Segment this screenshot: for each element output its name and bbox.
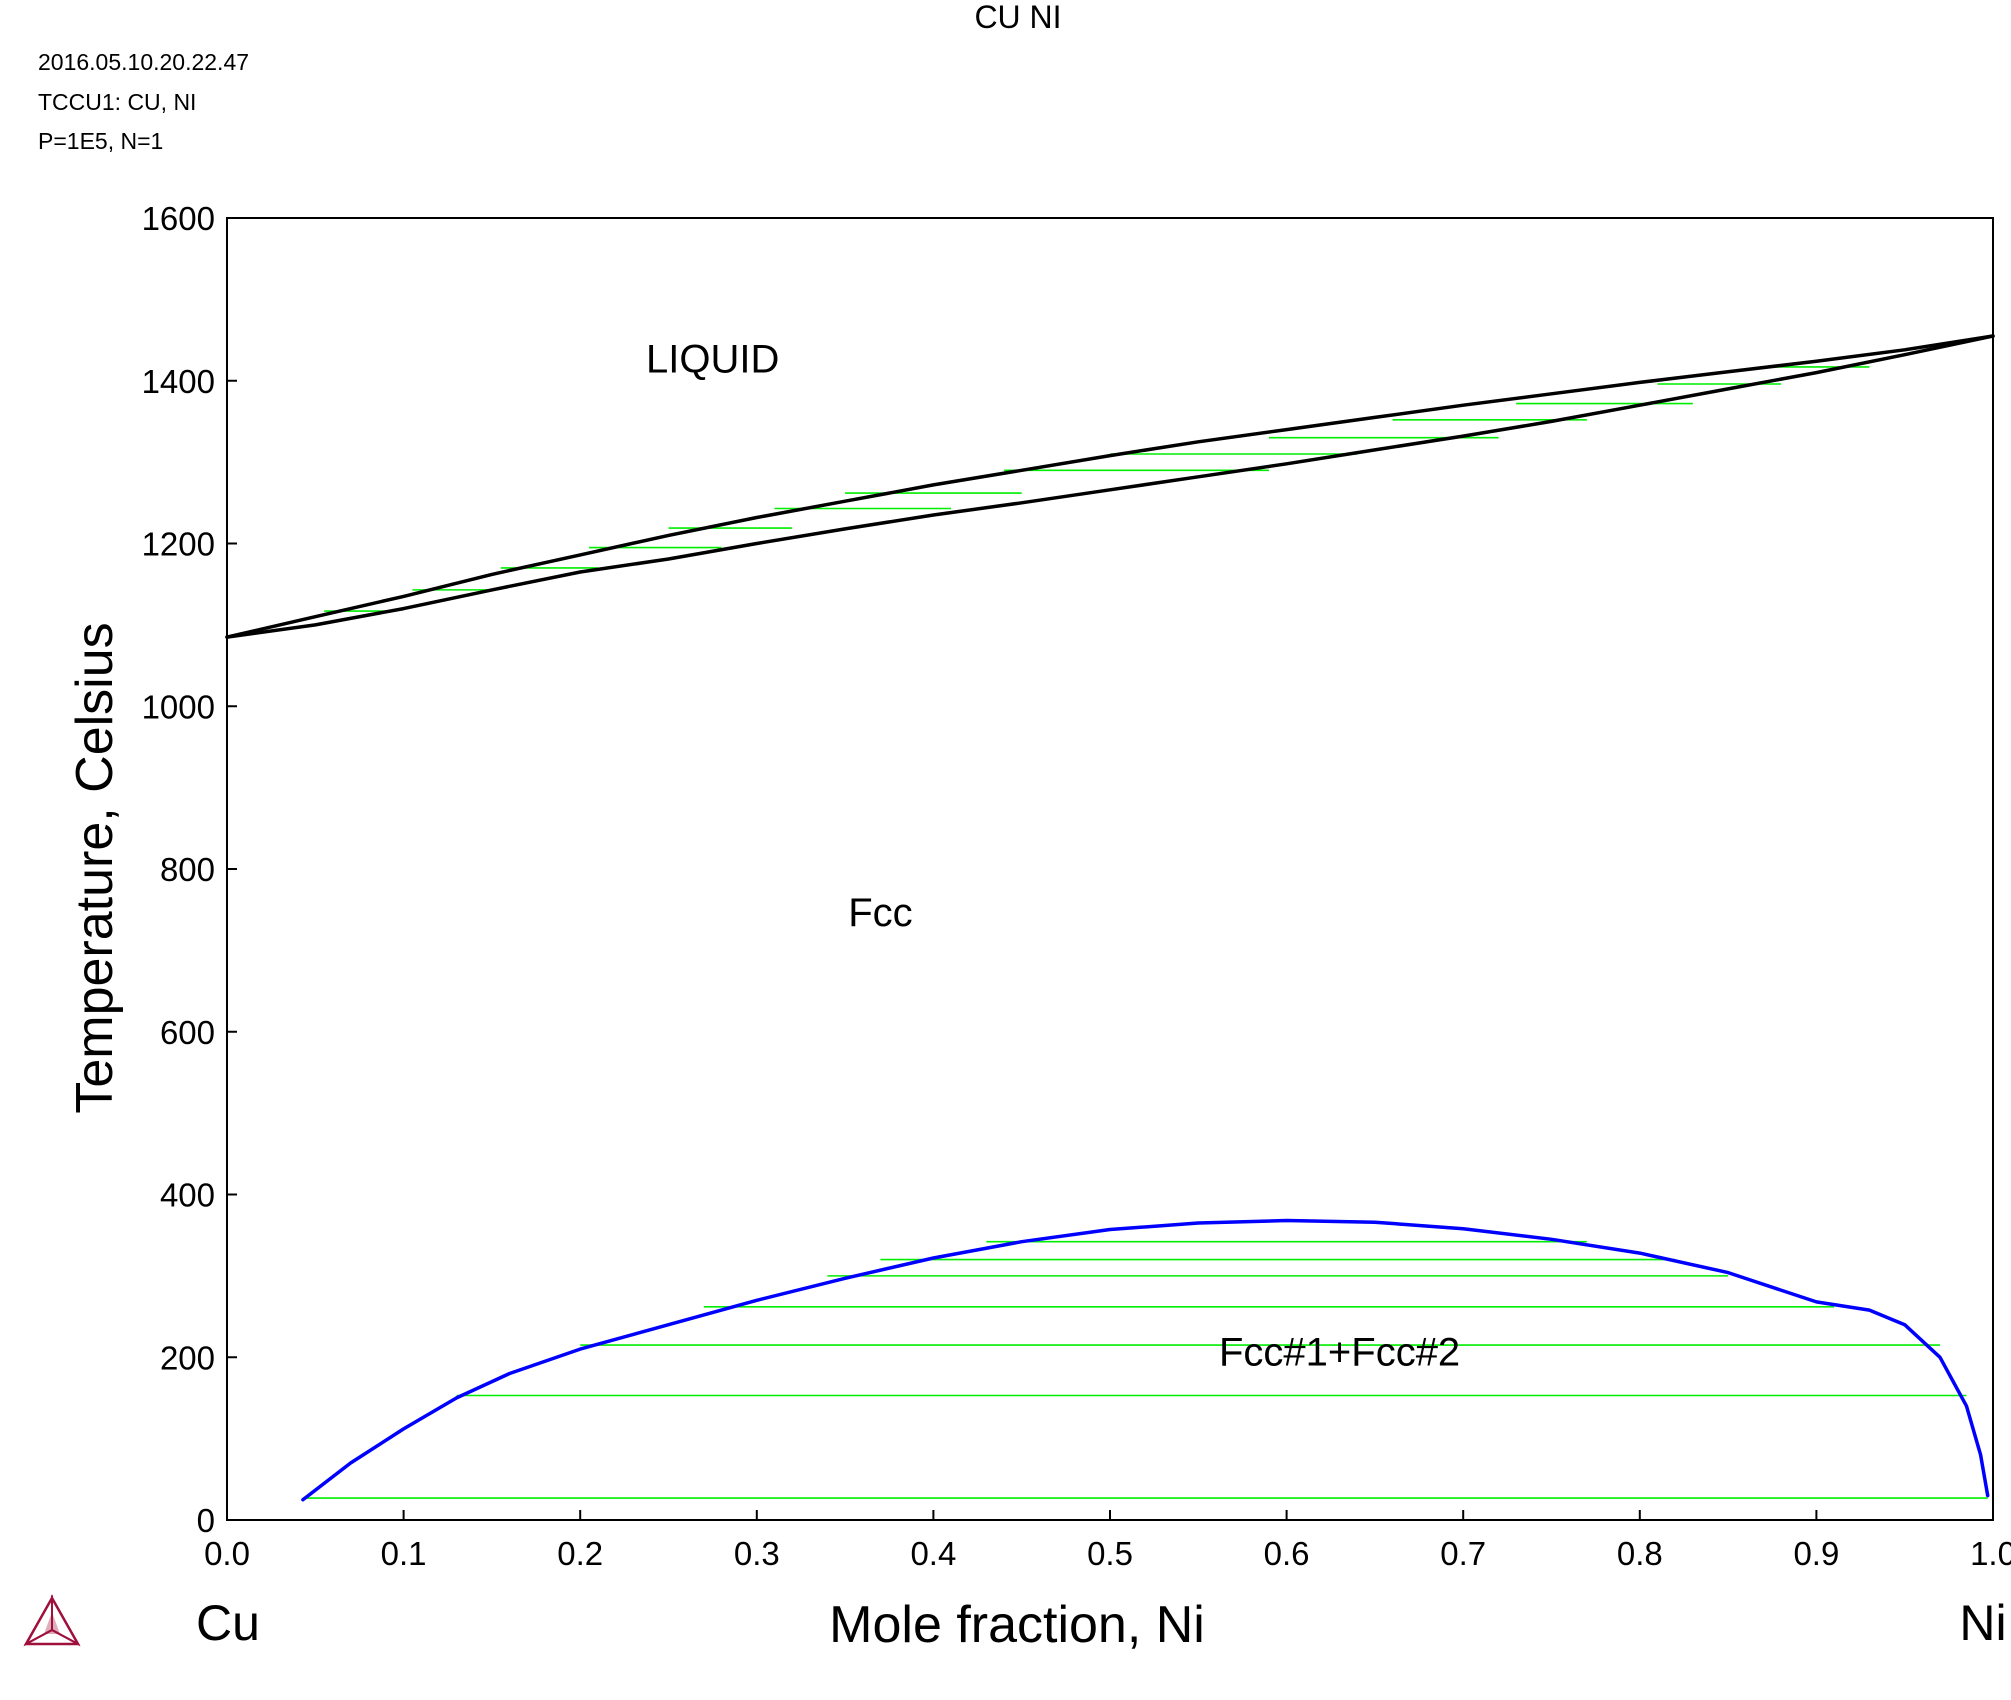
y-tick-label: 1400 (142, 363, 215, 400)
y-tick-label: 400 (160, 1177, 215, 1214)
region-labels: LIQUID Fcc Fcc#1+Fcc#2 (646, 338, 1460, 1375)
phase-boundaries (225, 334, 1995, 1502)
y-tick-label: 1000 (142, 688, 215, 725)
region-label: Fcc#1+Fcc#2 (1219, 1330, 1460, 1374)
info-database: TCCU1: CU, NI (38, 89, 196, 115)
x-tick-label: 0.0 (204, 1535, 250, 1572)
info-timestamp: 2016.05.10.20.22.47 (38, 49, 249, 75)
y-tick-label: 200 (160, 1339, 215, 1376)
x-tick-label: 0.4 (910, 1535, 956, 1572)
x-axis-title: Mole fraction, Ni (829, 1596, 1205, 1654)
plot-frame (226, 217, 1994, 1521)
y-tick-label: 800 (160, 851, 215, 888)
region-label: Fcc (848, 891, 912, 935)
y-axis-title: Temperature, Celsius (66, 622, 124, 1113)
y-tick-label: 0 (197, 1502, 215, 1539)
tie-lines (302, 366, 1988, 1499)
region-label: LIQUID (646, 338, 779, 382)
x-start-element: Cu (196, 1595, 260, 1651)
phase-boundary-line-1 (225, 334, 1995, 639)
y-tick-label: 1200 (142, 526, 215, 563)
x-tick-label: 0.9 (1793, 1535, 1839, 1572)
info-conditions: P=1E5, N=1 (38, 128, 163, 154)
phase-boundary-line-0 (225, 334, 1995, 639)
x-tick-label: 0.6 (1264, 1535, 1310, 1572)
thermo-calc-logo (23, 1594, 81, 1647)
axis-ticks: 0.0 0.1 0.2 0.3 0.4 0.5 0.6 0.7 0.8 0.9 1.0 0 200 400… (142, 200, 2011, 1572)
phase-boundary-line-2 (301, 1218, 1990, 1502)
x-tick-label: 0.7 (1440, 1535, 1486, 1572)
x-end-element: Ni (1959, 1595, 2006, 1651)
y-tick-label: 600 (160, 1014, 215, 1051)
x-tick-label: 0.3 (734, 1535, 780, 1572)
x-tick-label: 1.0 (1970, 1535, 2011, 1572)
y-tick-label: 1600 (142, 200, 215, 237)
x-tick-label: 0.5 (1087, 1535, 1133, 1572)
x-tick-label: 0.2 (557, 1535, 603, 1572)
x-tick-label: 0.8 (1617, 1535, 1663, 1572)
x-tick-label: 0.1 (381, 1535, 427, 1572)
chart-title: CU NI (974, 0, 1061, 35)
